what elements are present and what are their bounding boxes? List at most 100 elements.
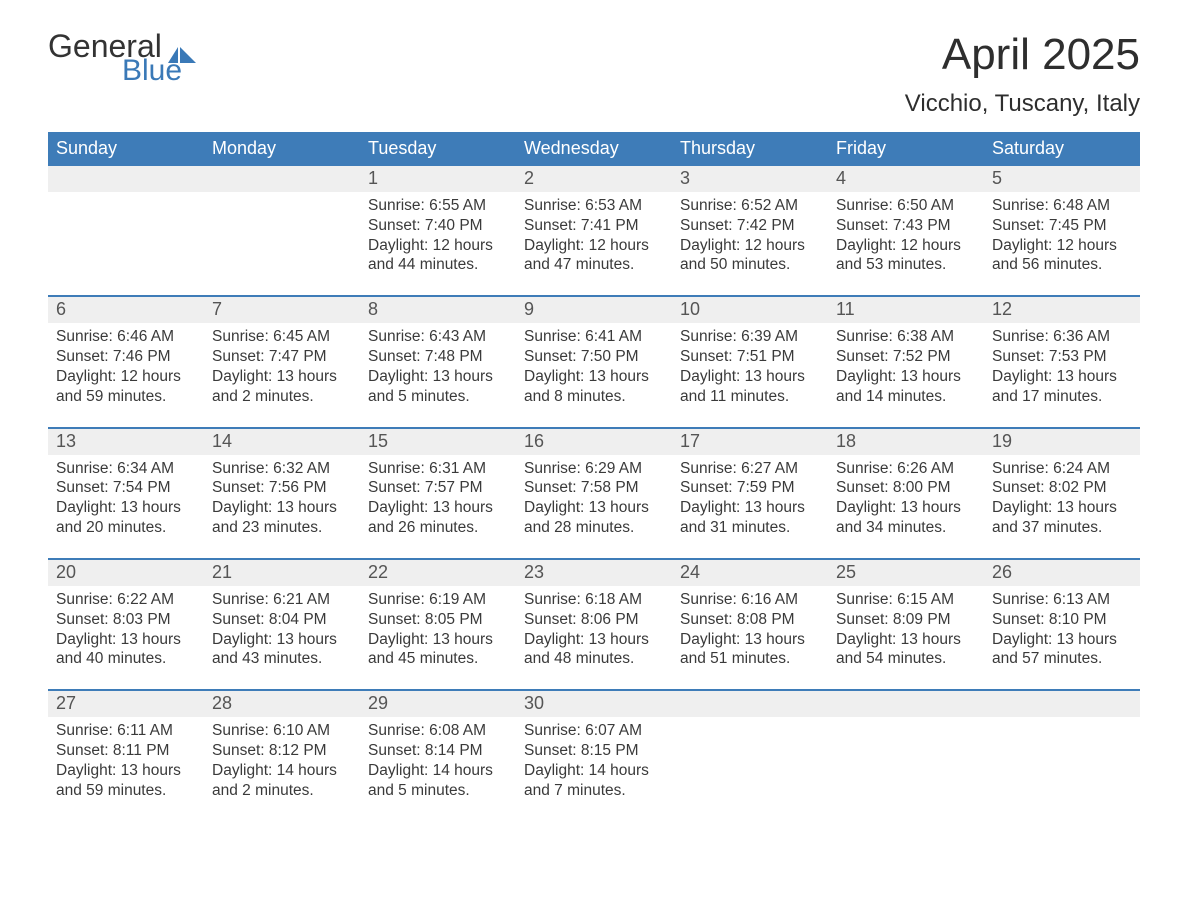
day-content: Sunrise: 6:21 AMSunset: 8:04 PMDaylight:… [204, 586, 360, 689]
day-line: Sunset: 8:06 PM [524, 610, 664, 630]
day-number: 30 [516, 691, 672, 717]
weeks-container: 12345Sunrise: 6:55 AMSunset: 7:40 PMDayl… [48, 166, 1140, 821]
day-line: Sunrise: 6:10 AM [212, 721, 352, 741]
day-line: Sunrise: 6:53 AM [524, 196, 664, 216]
day-number: 7 [204, 297, 360, 323]
day-line: Daylight: 13 hours and 2 minutes. [212, 367, 352, 407]
day-line: Sunrise: 6:45 AM [212, 327, 352, 347]
day-content: Sunrise: 6:18 AMSunset: 8:06 PMDaylight:… [516, 586, 672, 689]
day-line: Daylight: 13 hours and 28 minutes. [524, 498, 664, 538]
day-line: Daylight: 12 hours and 53 minutes. [836, 236, 976, 276]
day-number: 29 [360, 691, 516, 717]
day-number [828, 691, 984, 717]
day-line: Sunrise: 6:48 AM [992, 196, 1132, 216]
day-line: Sunset: 7:56 PM [212, 478, 352, 498]
day-number: 13 [48, 429, 204, 455]
day-number: 6 [48, 297, 204, 323]
day-number: 9 [516, 297, 672, 323]
day-content [48, 192, 204, 295]
day-line: Daylight: 14 hours and 2 minutes. [212, 761, 352, 801]
day-line: Sunrise: 6:21 AM [212, 590, 352, 610]
day-line: Sunset: 7:40 PM [368, 216, 508, 236]
day-content: Sunrise: 6:34 AMSunset: 7:54 PMDaylight:… [48, 455, 204, 558]
day-line: Sunset: 7:57 PM [368, 478, 508, 498]
day-line: Sunset: 7:50 PM [524, 347, 664, 367]
day-content: Sunrise: 6:36 AMSunset: 7:53 PMDaylight:… [984, 323, 1140, 426]
day-line: Sunrise: 6:36 AM [992, 327, 1132, 347]
day-content: Sunrise: 6:08 AMSunset: 8:14 PMDaylight:… [360, 717, 516, 820]
day-content [984, 717, 1140, 820]
day-content: Sunrise: 6:45 AMSunset: 7:47 PMDaylight:… [204, 323, 360, 426]
day-number: 24 [672, 560, 828, 586]
week-row: 12345Sunrise: 6:55 AMSunset: 7:40 PMDayl… [48, 166, 1140, 295]
day-line: Sunset: 8:14 PM [368, 741, 508, 761]
day-number: 5 [984, 166, 1140, 192]
week-row: 27282930 Sunrise: 6:11 AMSunset: 8:11 PMD… [48, 689, 1140, 820]
day-line: Sunset: 8:04 PM [212, 610, 352, 630]
day-content: Sunrise: 6:48 AMSunset: 7:45 PMDaylight:… [984, 192, 1140, 295]
day-line: Sunset: 8:03 PM [56, 610, 196, 630]
day-line: Sunset: 8:05 PM [368, 610, 508, 630]
day-line: Daylight: 13 hours and 23 minutes. [212, 498, 352, 538]
day-content: Sunrise: 6:39 AMSunset: 7:51 PMDaylight:… [672, 323, 828, 426]
day-line: Sunset: 7:46 PM [56, 347, 196, 367]
day-content: Sunrise: 6:41 AMSunset: 7:50 PMDaylight:… [516, 323, 672, 426]
day-number: 11 [828, 297, 984, 323]
day-line: Daylight: 13 hours and 34 minutes. [836, 498, 976, 538]
day-number: 25 [828, 560, 984, 586]
day-line: Daylight: 13 hours and 51 minutes. [680, 630, 820, 670]
day-line: Daylight: 14 hours and 7 minutes. [524, 761, 664, 801]
day-number [672, 691, 828, 717]
day-line: Sunset: 7:58 PM [524, 478, 664, 498]
day-content: Sunrise: 6:22 AMSunset: 8:03 PMDaylight:… [48, 586, 204, 689]
page-title: April 2025 [905, 30, 1140, 80]
day-line: Sunset: 7:42 PM [680, 216, 820, 236]
day-content: Sunrise: 6:11 AMSunset: 8:11 PMDaylight:… [48, 717, 204, 820]
day-content: Sunrise: 6:10 AMSunset: 8:12 PMDaylight:… [204, 717, 360, 820]
day-line: Sunrise: 6:29 AM [524, 459, 664, 479]
day-content: Sunrise: 6:07 AMSunset: 8:15 PMDaylight:… [516, 717, 672, 820]
day-content: Sunrise: 6:24 AMSunset: 8:02 PMDaylight:… [984, 455, 1140, 558]
day-number: 16 [516, 429, 672, 455]
day-number: 17 [672, 429, 828, 455]
page-subtitle: Vicchio, Tuscany, Italy [905, 90, 1140, 118]
day-content: Sunrise: 6:53 AMSunset: 7:41 PMDaylight:… [516, 192, 672, 295]
day-number: 19 [984, 429, 1140, 455]
day-number: 4 [828, 166, 984, 192]
day-content [204, 192, 360, 295]
day-line: Sunset: 7:41 PM [524, 216, 664, 236]
day-line: Sunrise: 6:16 AM [680, 590, 820, 610]
day-line: Sunrise: 6:39 AM [680, 327, 820, 347]
day-content: Sunrise: 6:19 AMSunset: 8:05 PMDaylight:… [360, 586, 516, 689]
day-line: Sunset: 7:53 PM [992, 347, 1132, 367]
day-number: 22 [360, 560, 516, 586]
day-line: Sunrise: 6:26 AM [836, 459, 976, 479]
day-line: Sunset: 8:12 PM [212, 741, 352, 761]
day-line: Sunset: 8:09 PM [836, 610, 976, 630]
day-number: 28 [204, 691, 360, 717]
day-line: Sunset: 8:08 PM [680, 610, 820, 630]
day-number: 26 [984, 560, 1140, 586]
day-line: Daylight: 13 hours and 26 minutes. [368, 498, 508, 538]
day-number [204, 166, 360, 192]
day-line: Sunset: 7:48 PM [368, 347, 508, 367]
day-line: Sunset: 8:15 PM [524, 741, 664, 761]
day-line: Sunrise: 6:18 AM [524, 590, 664, 610]
day-line: Daylight: 12 hours and 44 minutes. [368, 236, 508, 276]
day-line: Sunrise: 6:19 AM [368, 590, 508, 610]
day-line: Daylight: 13 hours and 37 minutes. [992, 498, 1132, 538]
day-number: 1 [360, 166, 516, 192]
day-line: Daylight: 13 hours and 43 minutes. [212, 630, 352, 670]
logo-flag-icon [168, 36, 196, 56]
day-line: Sunset: 7:43 PM [836, 216, 976, 236]
weekday-header: Saturday [984, 132, 1140, 166]
day-line: Sunrise: 6:41 AM [524, 327, 664, 347]
day-line: Sunset: 8:11 PM [56, 741, 196, 761]
day-number: 27 [48, 691, 204, 717]
day-line: Sunset: 7:47 PM [212, 347, 352, 367]
day-content: Sunrise: 6:50 AMSunset: 7:43 PMDaylight:… [828, 192, 984, 295]
day-number: 14 [204, 429, 360, 455]
day-line: Sunrise: 6:52 AM [680, 196, 820, 216]
day-line: Sunrise: 6:31 AM [368, 459, 508, 479]
day-number: 23 [516, 560, 672, 586]
